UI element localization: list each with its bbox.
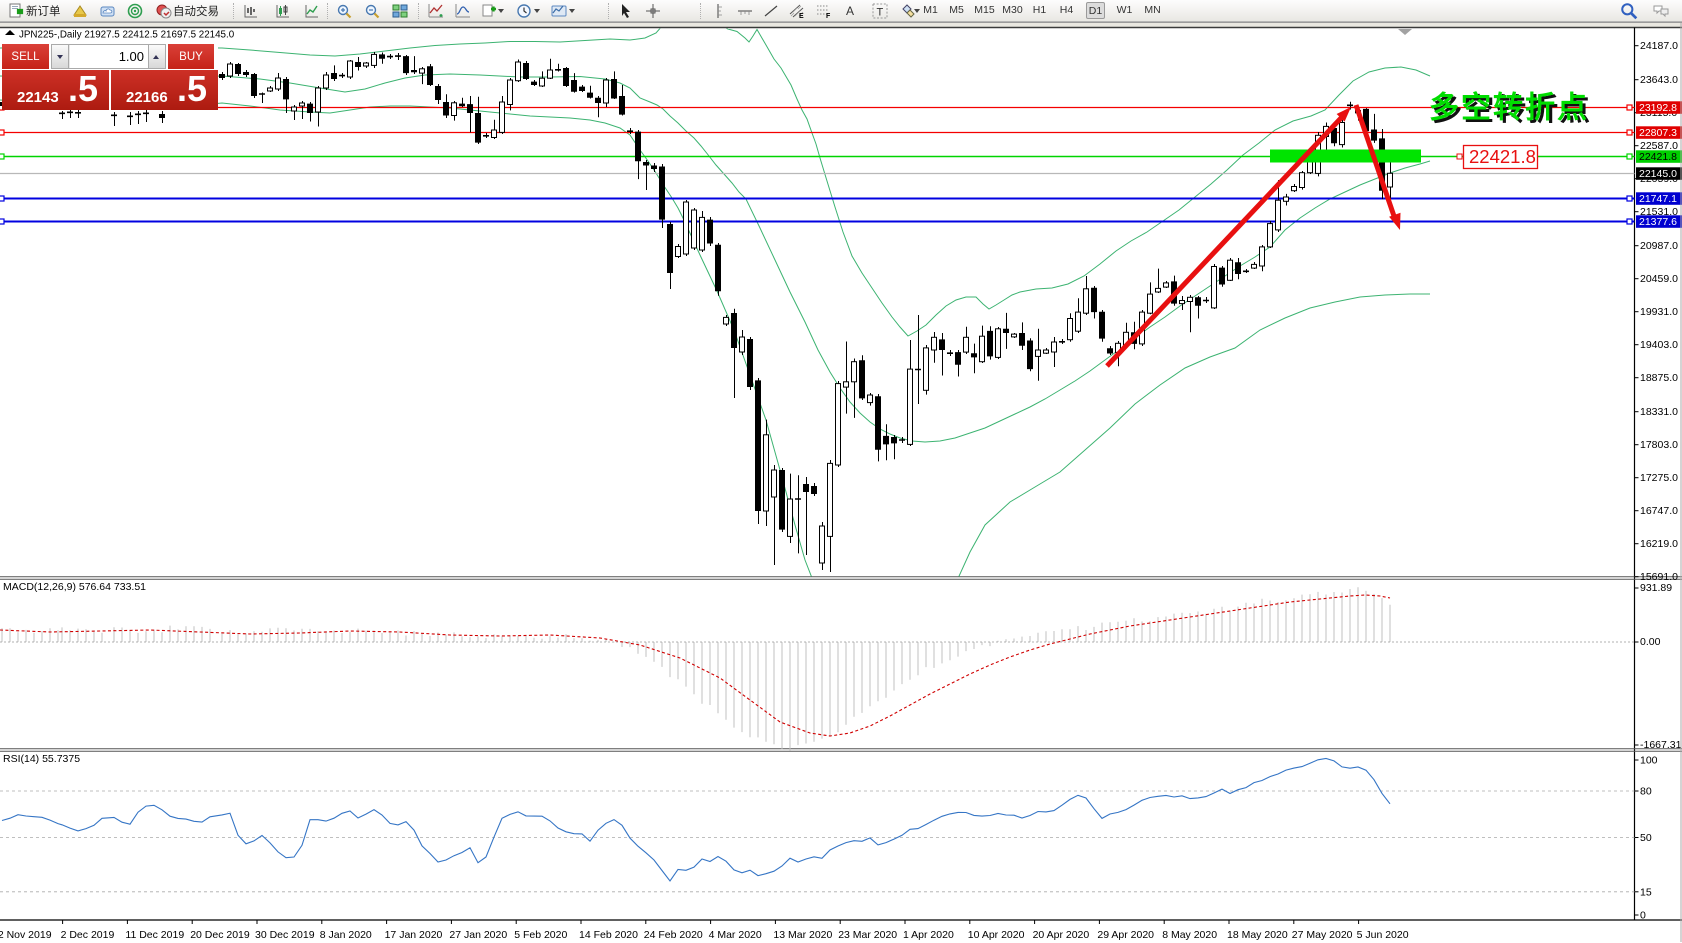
svg-text:27 May 2020: 27 May 2020 [1292, 929, 1353, 941]
svg-text:22421.8: 22421.8 [1469, 146, 1536, 167]
svg-text:23192.8: 23192.8 [1639, 102, 1677, 114]
svg-text:24 Feb 2020: 24 Feb 2020 [644, 929, 703, 941]
svg-text:17275.0: 17275.0 [1640, 472, 1678, 484]
svg-text:50: 50 [1640, 832, 1652, 844]
svg-text:931.89: 931.89 [1640, 582, 1672, 594]
svg-text:80: 80 [1640, 786, 1652, 798]
svg-text:16747.0: 16747.0 [1640, 505, 1678, 517]
svg-text:5 Feb 2020: 5 Feb 2020 [514, 929, 567, 941]
svg-text:RSI(14) 55.7375: RSI(14) 55.7375 [3, 753, 80, 765]
svg-text:13 Mar 2020: 13 Mar 2020 [773, 929, 832, 941]
svg-text:15691.0: 15691.0 [1640, 571, 1678, 583]
svg-text:24187.0: 24187.0 [1640, 40, 1678, 52]
svg-text:20 Apr 2020: 20 Apr 2020 [1033, 929, 1090, 941]
svg-text:10 Apr 2020: 10 Apr 2020 [968, 929, 1025, 941]
svg-text:22587.0: 22587.0 [1640, 140, 1678, 152]
svg-text:0: 0 [1640, 910, 1646, 922]
svg-text:-1667.31: -1667.31 [1640, 739, 1682, 751]
svg-text:22145.0: 22145.0 [1639, 168, 1677, 180]
svg-text:8 May 2020: 8 May 2020 [1162, 929, 1217, 941]
svg-text:JPN225-,Daily 21927.5 22412.5: JPN225-,Daily 21927.5 22412.5 21697.5 22… [19, 30, 235, 41]
svg-text:23643.0: 23643.0 [1640, 74, 1678, 86]
svg-text:17 Jan 2020: 17 Jan 2020 [385, 929, 443, 941]
svg-text:23 Mar 2020: 23 Mar 2020 [838, 929, 897, 941]
svg-text:14 Feb 2020: 14 Feb 2020 [579, 929, 638, 941]
svg-text:22 Nov 2019: 22 Nov 2019 [0, 929, 52, 941]
svg-text:4 Mar 2020: 4 Mar 2020 [709, 929, 762, 941]
svg-text:18875.0: 18875.0 [1640, 372, 1678, 384]
svg-text:5 Jun 2020: 5 Jun 2020 [1357, 929, 1409, 941]
svg-text:19931.0: 19931.0 [1640, 306, 1678, 318]
svg-text:8 Jan 2020: 8 Jan 2020 [320, 929, 372, 941]
svg-text:16219.0: 16219.0 [1640, 538, 1678, 550]
svg-text:20987.0: 20987.0 [1640, 240, 1678, 252]
svg-text:30 Dec 2019: 30 Dec 2019 [255, 929, 315, 941]
svg-text:MACD(12,26,9) 576.64 733.51: MACD(12,26,9) 576.64 733.51 [3, 581, 146, 593]
svg-text:0.00: 0.00 [1640, 636, 1661, 648]
svg-text:21747.1: 21747.1 [1639, 193, 1677, 205]
svg-text:18 May 2020: 18 May 2020 [1227, 929, 1288, 941]
svg-text:1 Apr 2020: 1 Apr 2020 [903, 929, 954, 941]
svg-text:22421.8: 22421.8 [1639, 151, 1677, 163]
svg-text:11 Dec 2019: 11 Dec 2019 [125, 929, 184, 941]
svg-text:20459.0: 20459.0 [1640, 273, 1678, 285]
svg-text:2 Dec 2019: 2 Dec 2019 [61, 929, 115, 941]
svg-text:27 Jan 2020: 27 Jan 2020 [449, 929, 507, 941]
svg-text:18331.0: 18331.0 [1640, 406, 1678, 418]
svg-text:F: F [826, 13, 831, 19]
svg-text:100: 100 [1640, 755, 1658, 767]
svg-text:E: E [799, 13, 804, 19]
svg-text:多空转折点: 多空转折点 [1429, 92, 1589, 125]
svg-text:多空转折点: 多空转折点 [1432, 94, 1592, 127]
svg-text:21531.0: 21531.0 [1640, 206, 1678, 218]
svg-text:19403.0: 19403.0 [1640, 339, 1678, 351]
svg-text:21377.6: 21377.6 [1639, 216, 1677, 228]
svg-text:15: 15 [1640, 886, 1652, 898]
svg-text:22807.3: 22807.3 [1639, 127, 1677, 139]
svg-text:17803.0: 17803.0 [1640, 439, 1678, 451]
svg-text:20 Dec 2019: 20 Dec 2019 [190, 929, 250, 941]
svg-text:T: T [877, 7, 884, 19]
svg-text:29 Apr 2020: 29 Apr 2020 [1097, 929, 1154, 941]
